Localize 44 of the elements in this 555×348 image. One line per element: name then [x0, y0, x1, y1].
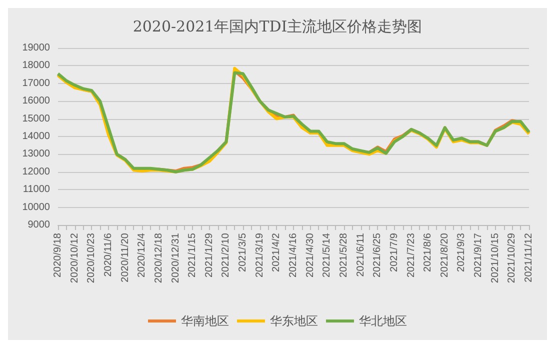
- x-tick-label: 2021/4/2: [271, 232, 282, 272]
- x-tick-label: 2021/7/9: [388, 232, 400, 272]
- y-tick-label: 14000: [22, 131, 50, 142]
- x-tick-label: 2021/3/5: [238, 232, 249, 272]
- y-tick-label: 12000: [22, 166, 50, 178]
- x-tick-label: 2021/4/30: [304, 232, 316, 278]
- x-tick-label: 2020/12/18: [153, 232, 164, 284]
- y-tick-label: 9000: [28, 220, 50, 230]
- x-tick-label: 2020/11/20: [120, 232, 131, 282]
- x-tick-label: 2021/6/25: [372, 232, 384, 278]
- y-tick-label: 17000: [22, 78, 50, 89]
- x-tick-label: 2021/9/3: [456, 232, 468, 272]
- x-tick-label: 2021/10/29: [506, 232, 518, 284]
- x-tick-label: 2021/4/16: [288, 232, 299, 278]
- x-tick-label: 2021/5/28: [338, 232, 350, 278]
- y-tick-label: 18000: [22, 60, 50, 72]
- x-tick-label: 2020/11/6: [102, 232, 114, 277]
- y-tick-label: 13000: [22, 148, 50, 160]
- y-tick-label: 15000: [22, 113, 50, 124]
- x-tick-label: 2021/9/17: [473, 232, 484, 278]
- x-tick-label: 2020/10/23: [86, 232, 98, 284]
- y-tick-label: 11000: [22, 184, 50, 196]
- x-tick-label: 2021/8/6: [422, 232, 434, 272]
- x-tick-label: 2021/2/10: [220, 232, 232, 278]
- y-tick-label: 16000: [22, 96, 50, 107]
- x-tick-label: 2021/10/15: [490, 232, 501, 284]
- x-tick-label: 2020/12/4: [136, 232, 148, 278]
- x-tick-label: 2021/11/12: [524, 232, 534, 282]
- x-tick-label: 2021/1/15: [187, 232, 198, 278]
- chart-title: 2020-2021年国内TDI主流地区价格走势图: [132, 18, 422, 36]
- x-tick-label: 2021/8/20: [439, 232, 450, 278]
- x-tick-label: 2020/12/31: [170, 232, 182, 284]
- x-tick-label: 2021/7/23: [406, 232, 417, 278]
- x-tick-label: 2021/3/19: [254, 232, 266, 278]
- x-tick-label: 2020/10/12: [69, 232, 80, 284]
- x-tick-label: 2021/5/14: [322, 232, 333, 278]
- legend-label: 华东地区: [270, 314, 318, 328]
- x-tick-label: 2021/6/11: [355, 232, 366, 277]
- x-tick-label: 2020/9/18: [52, 232, 64, 278]
- y-tick-label: 10000: [22, 202, 50, 213]
- legend-label: 华南地区: [181, 314, 229, 328]
- x-tick-label: 2021/1/29: [204, 232, 215, 278]
- y-tick-label: 19000: [22, 42, 50, 54]
- legend-label: 华北地区: [359, 314, 407, 328]
